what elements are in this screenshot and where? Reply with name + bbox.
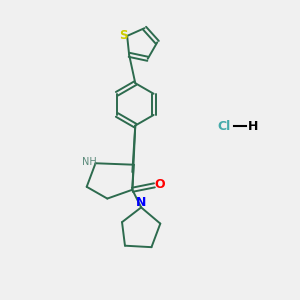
Text: O: O xyxy=(154,178,165,191)
Text: H: H xyxy=(248,120,258,133)
Text: N: N xyxy=(136,196,146,209)
Text: S: S xyxy=(119,29,128,42)
Text: Cl: Cl xyxy=(217,120,230,133)
Text: NH: NH xyxy=(82,157,96,167)
